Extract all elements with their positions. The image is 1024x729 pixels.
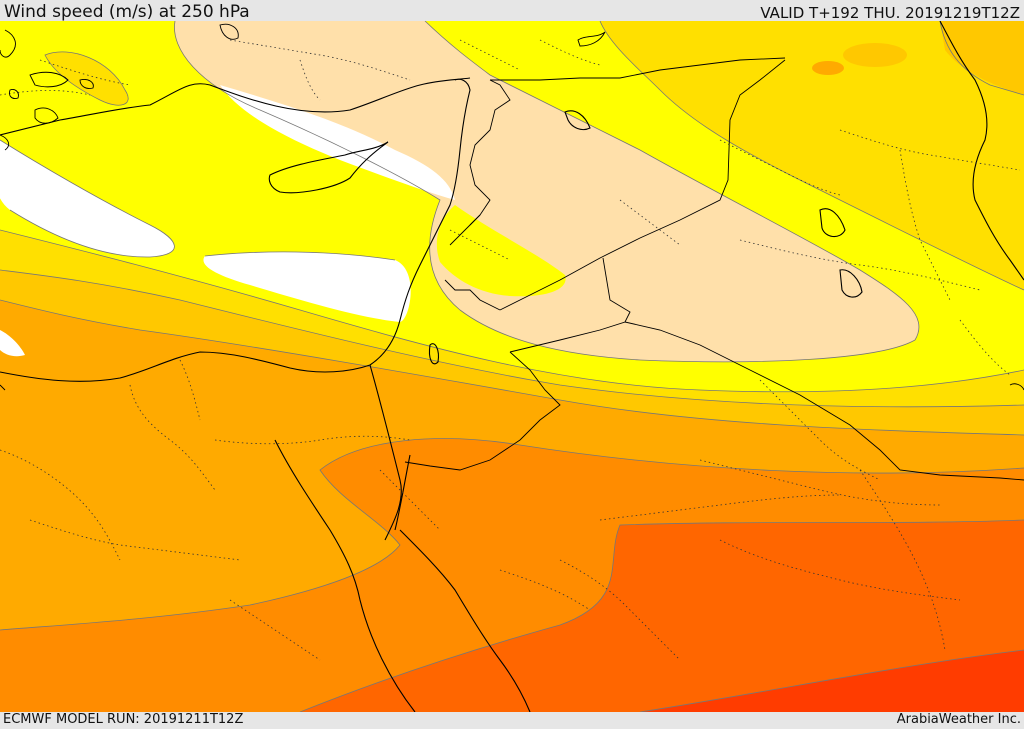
patch-gold-small-2 [812,61,844,75]
patch-yellowgold-nw [45,51,129,106]
map-title: Wind speed (m/s) at 250 hPa [4,2,250,22]
internal-boundaries [0,39,1021,661]
band-light-yellow-cut [436,205,566,297]
patch-gold-small [843,43,907,67]
footer-bar [0,712,1024,729]
wind-speed-map [0,21,1024,712]
calm-zone-2 [203,251,411,322]
calm-zone-1 [0,140,175,258]
model-run: ECMWF MODEL RUN: 20191211T12Z [3,712,244,727]
borders [404,57,1024,481]
patch-gold-ne [600,21,1024,290]
islands [0,23,1024,391]
contours [0,21,1024,712]
coastlines [0,21,1024,712]
calm-zone-3 [220,85,455,200]
patch-gold-ne-inner [940,21,1024,95]
valid-time: VALID T+192 THU. 20191219T12Z [760,4,1020,22]
credit-text: ArabiaWeather Inc. [896,712,1021,727]
calm-zone-4 [0,330,25,357]
title-bar [0,0,1024,21]
